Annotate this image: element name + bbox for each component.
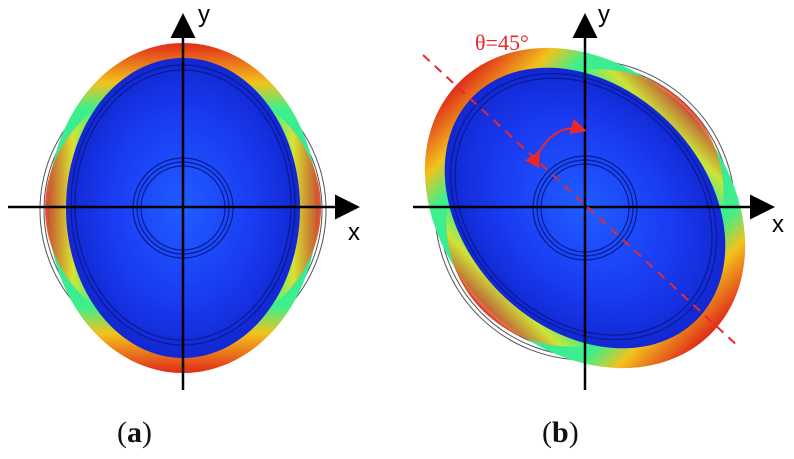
panel-a: x y bbox=[8, 1, 360, 390]
x-axis-label-b: x bbox=[772, 211, 784, 238]
angle-arc bbox=[525, 118, 587, 169]
panel-b: x y θ=45° bbox=[413, 1, 784, 390]
angle-reference-line bbox=[422, 54, 741, 349]
caption-b: (b) bbox=[542, 416, 579, 449]
x-axis-label-a: x bbox=[348, 219, 360, 246]
y-axis-label-a: y bbox=[198, 1, 210, 28]
angle-label: θ=45° bbox=[475, 30, 529, 55]
y-axis-label-b: y bbox=[598, 1, 610, 28]
caption-a: (a) bbox=[117, 416, 152, 449]
